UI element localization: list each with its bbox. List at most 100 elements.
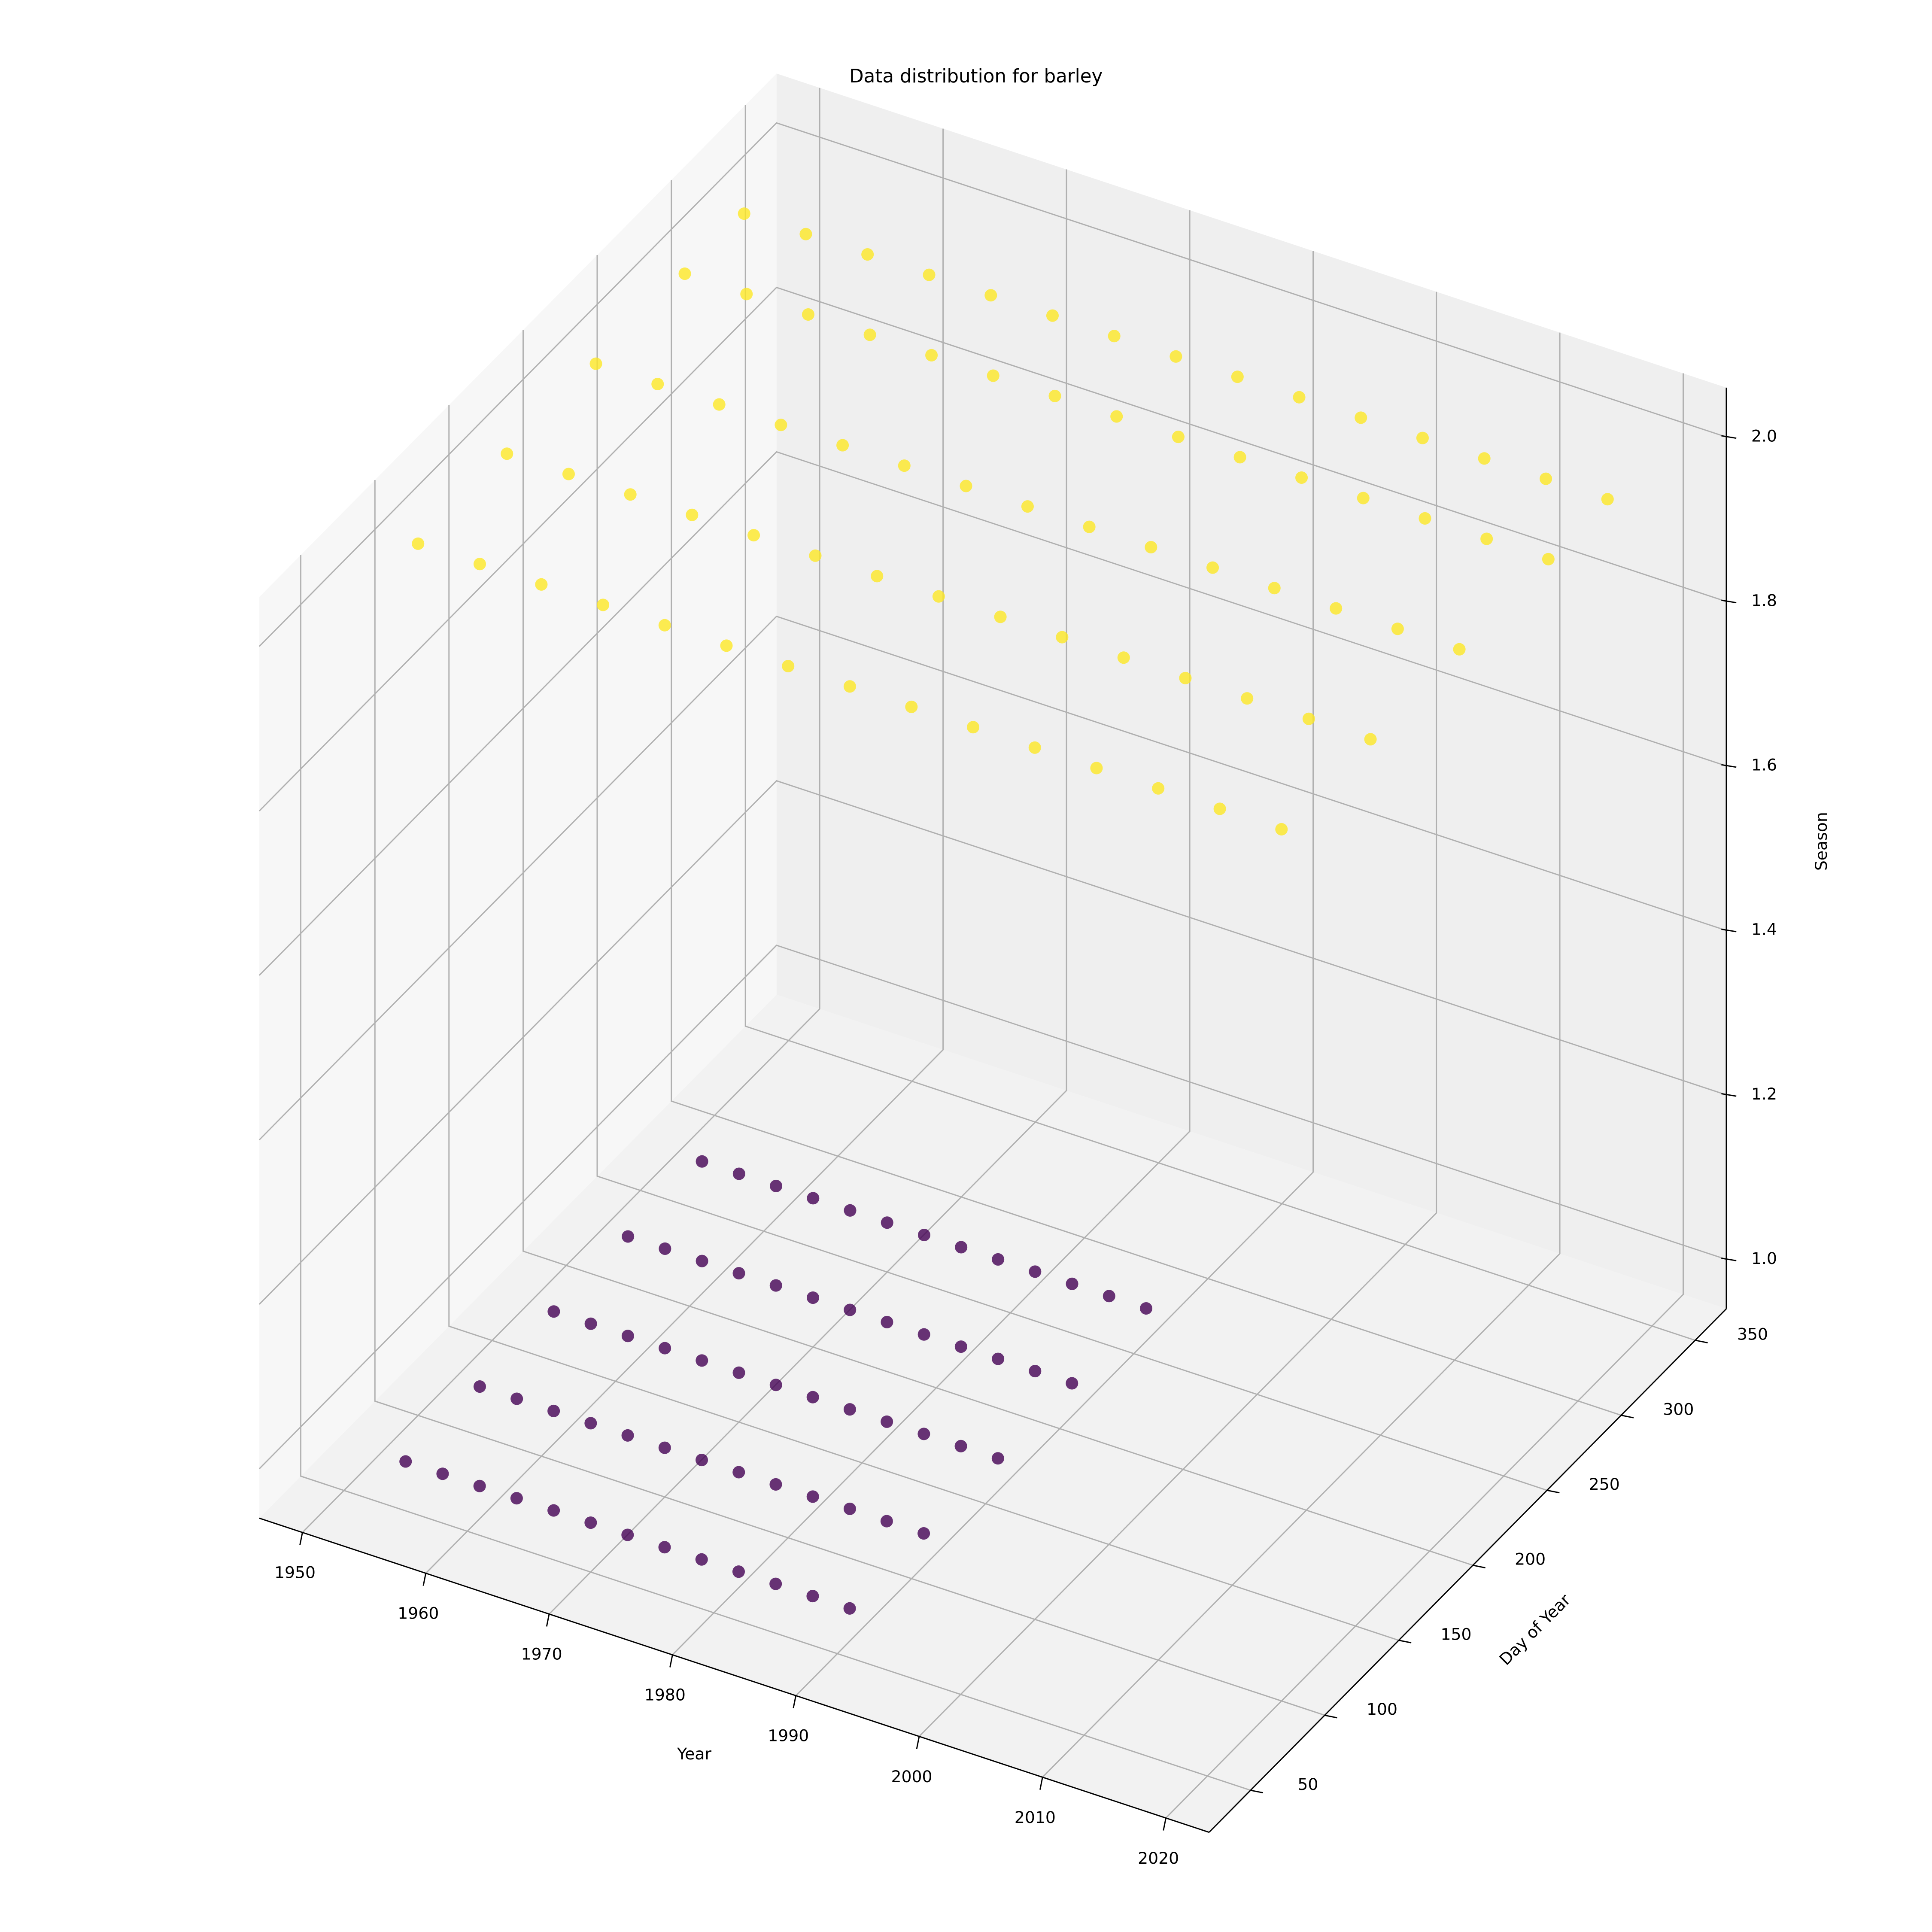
- grid-line: [672, 210, 1191, 1656]
- z-tick: [1721, 1258, 1737, 1261]
- scatter-point: [1601, 493, 1614, 506]
- scatter-point: [806, 1291, 819, 1304]
- scatter-point: [535, 578, 548, 591]
- scatter-point: [473, 1479, 486, 1492]
- x-tick-label: 2010: [1015, 1808, 1056, 1827]
- scatter-point: [991, 1452, 1004, 1465]
- scatter-point: [1028, 741, 1041, 754]
- scatter-point: [843, 680, 856, 693]
- scatter-point: [584, 1417, 597, 1430]
- scatter-point: [954, 1340, 967, 1353]
- scatter-point: [696, 1155, 708, 1168]
- scatter-point: [732, 1466, 745, 1479]
- z-tick: [1721, 1093, 1737, 1097]
- z-tick: [1721, 599, 1737, 604]
- scatter-point: [597, 598, 610, 611]
- y-tick: [1250, 1789, 1264, 1794]
- scatter-point: [955, 1241, 968, 1254]
- y-tick: [1546, 1489, 1560, 1494]
- scatter-point: [621, 1330, 634, 1343]
- x-tick-label: 1990: [768, 1726, 809, 1745]
- y-tick-label: 150: [1441, 1625, 1472, 1643]
- scatter-point: [412, 537, 425, 550]
- scatter-point: [658, 1441, 671, 1454]
- x-tick-label: 2020: [1138, 1849, 1179, 1868]
- scatter-point: [1170, 350, 1182, 363]
- scatter-point: [1268, 582, 1281, 595]
- scatter-point: [399, 1455, 412, 1468]
- y-tick: [1398, 1640, 1412, 1643]
- scatter-point: [782, 659, 795, 673]
- scatter-point: [1295, 471, 1308, 484]
- scatter-point: [843, 1602, 856, 1615]
- z-tick: [1721, 928, 1737, 933]
- scatter-point: [1046, 309, 1059, 322]
- grid-line: [374, 480, 1325, 1716]
- y-tick-label: 100: [1367, 1700, 1397, 1719]
- scatter-point: [799, 228, 812, 240]
- scatter-point: [881, 1315, 893, 1328]
- scatter-point: [1152, 782, 1165, 795]
- scatter-point: [547, 1504, 560, 1517]
- scatter-point: [992, 1253, 1005, 1266]
- scatter-point: [880, 1515, 893, 1528]
- scatter-point: [987, 369, 999, 382]
- scatter-point: [740, 288, 753, 301]
- z-tick-label: 1.8: [1751, 591, 1777, 610]
- z-tick-label: 1.0: [1751, 1249, 1777, 1268]
- scatter-point: [473, 1380, 486, 1393]
- scatter-point: [994, 611, 1007, 623]
- scatter-point: [547, 1305, 560, 1318]
- x-axis-label: Year: [677, 1744, 711, 1763]
- x-tick-label: 1980: [644, 1686, 686, 1704]
- scatter-point: [881, 1415, 893, 1428]
- x-tick: [669, 1655, 673, 1668]
- scatter-point: [775, 419, 787, 431]
- scatter-point: [967, 721, 980, 734]
- x-tick-label: 2000: [891, 1767, 933, 1786]
- grid-line: [1042, 332, 1561, 1778]
- scatter-point: [1066, 1277, 1078, 1290]
- scatter-point: [1021, 500, 1034, 513]
- scatter-point: [1213, 802, 1226, 815]
- y-tick: [1324, 1714, 1337, 1719]
- y-tick-label: 300: [1663, 1400, 1694, 1419]
- floor-pane: [259, 994, 1726, 1832]
- scatter-point: [806, 1590, 819, 1603]
- scatter-point: [1029, 1265, 1042, 1278]
- scatter-point: [806, 1490, 819, 1503]
- grid-line: [795, 251, 1314, 1696]
- x-tick: [1163, 1818, 1166, 1831]
- x-tick: [422, 1573, 427, 1586]
- scatter-point: [1056, 631, 1069, 644]
- scatter-point: [861, 248, 874, 261]
- x-tick: [1039, 1777, 1043, 1790]
- scatter-point: [1480, 532, 1493, 545]
- scatter-point: [844, 1303, 857, 1316]
- scatter-point: [1540, 472, 1552, 485]
- scatter-point: [1066, 1377, 1078, 1390]
- x-tick-label: 1950: [274, 1563, 316, 1582]
- scatter-point: [696, 1454, 708, 1467]
- x-tick-label: 1960: [398, 1604, 439, 1623]
- scatter-point: [1179, 671, 1192, 684]
- scatter-point: [1048, 389, 1061, 402]
- scatter-point: [1416, 431, 1429, 444]
- z-tick-label: 1.2: [1751, 1084, 1777, 1103]
- scatter-point: [695, 1553, 708, 1566]
- scatter-point: [510, 1492, 523, 1505]
- scatter-point: [547, 1404, 560, 1417]
- scatter-point: [806, 1391, 819, 1403]
- scatter-point: [436, 1467, 449, 1480]
- scatter-point: [769, 1478, 782, 1491]
- y-tick-label: 200: [1515, 1550, 1546, 1569]
- y-tick: [1473, 1564, 1485, 1569]
- scatter-point: [992, 1352, 1005, 1365]
- scatter-point: [1206, 561, 1219, 574]
- z-tick-label: 2.0: [1751, 426, 1777, 445]
- z-tick-label: 1.6: [1751, 756, 1777, 775]
- scatter-point: [1145, 541, 1157, 554]
- grid-line: [258, 945, 1727, 1470]
- scatter-point: [871, 570, 884, 583]
